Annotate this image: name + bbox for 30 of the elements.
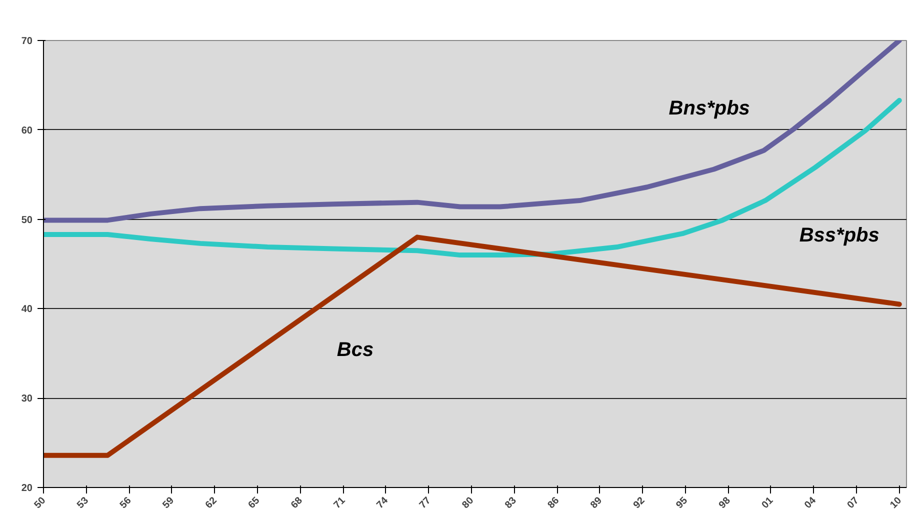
y-tick-label: 60	[21, 125, 33, 136]
x-tick-label: 65	[246, 495, 262, 511]
x-tick-label: 04	[802, 495, 819, 511]
x-tick-label: 71	[332, 495, 348, 511]
x-tick-label: 01	[760, 495, 776, 511]
series-label: Bcs	[336, 339, 374, 362]
x-tick-label: 98	[717, 495, 734, 511]
x-tick-label: 62	[204, 495, 220, 511]
x-tick-label: 56	[118, 495, 134, 511]
x-tick-label: 83	[503, 495, 520, 511]
y-tick-label: 20	[21, 483, 33, 494]
series-label: Bns*pbs	[668, 98, 750, 120]
x-tick-label: 10	[888, 495, 904, 511]
y-tick-label: 30	[21, 394, 33, 405]
series-label: Bss*pbs	[799, 224, 880, 246]
x-tick-label: 74	[374, 495, 391, 511]
x-tick-label: 89	[588, 495, 605, 511]
x-tick-label: 92	[632, 495, 648, 511]
y-tick-label: 70	[21, 36, 33, 47]
y-tick-label: 50	[21, 214, 33, 226]
x-tick-label: 53	[75, 495, 92, 511]
x-tick-label: 50	[32, 495, 48, 511]
x-tick-label: 77	[418, 495, 434, 511]
x-tick-label: 07	[846, 495, 862, 511]
x-tick-label: 95	[674, 495, 690, 511]
x-tick-label: 59	[160, 495, 177, 511]
x-tick-label: 86	[546, 495, 562, 511]
y-tick-label: 40	[21, 304, 33, 316]
x-tick-label: 68	[289, 495, 306, 511]
x-tick-label: 80	[460, 495, 476, 511]
